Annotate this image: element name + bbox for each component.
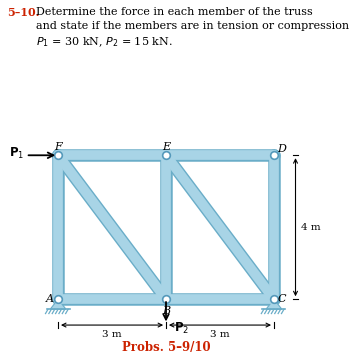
Text: E: E [162, 142, 170, 153]
Text: 3 m: 3 m [102, 330, 122, 339]
Text: C: C [278, 294, 286, 304]
Polygon shape [50, 299, 66, 309]
Text: D: D [278, 144, 286, 154]
Text: F: F [54, 142, 62, 153]
Text: A: A [46, 294, 54, 304]
Text: Determine the force in each member of the truss
and state if the members are in : Determine the force in each member of th… [36, 7, 350, 49]
Text: $\mathbf{P}_2$: $\mathbf{P}_2$ [174, 321, 189, 336]
Text: B: B [162, 306, 170, 316]
Text: $\mathbf{P}_1$: $\mathbf{P}_1$ [9, 146, 25, 161]
Text: 5–10.: 5–10. [7, 7, 40, 18]
Polygon shape [266, 299, 282, 309]
Text: Probs. 5–9/10: Probs. 5–9/10 [122, 341, 210, 354]
Text: 3 m: 3 m [210, 330, 230, 339]
Text: 4 m: 4 m [301, 223, 321, 232]
